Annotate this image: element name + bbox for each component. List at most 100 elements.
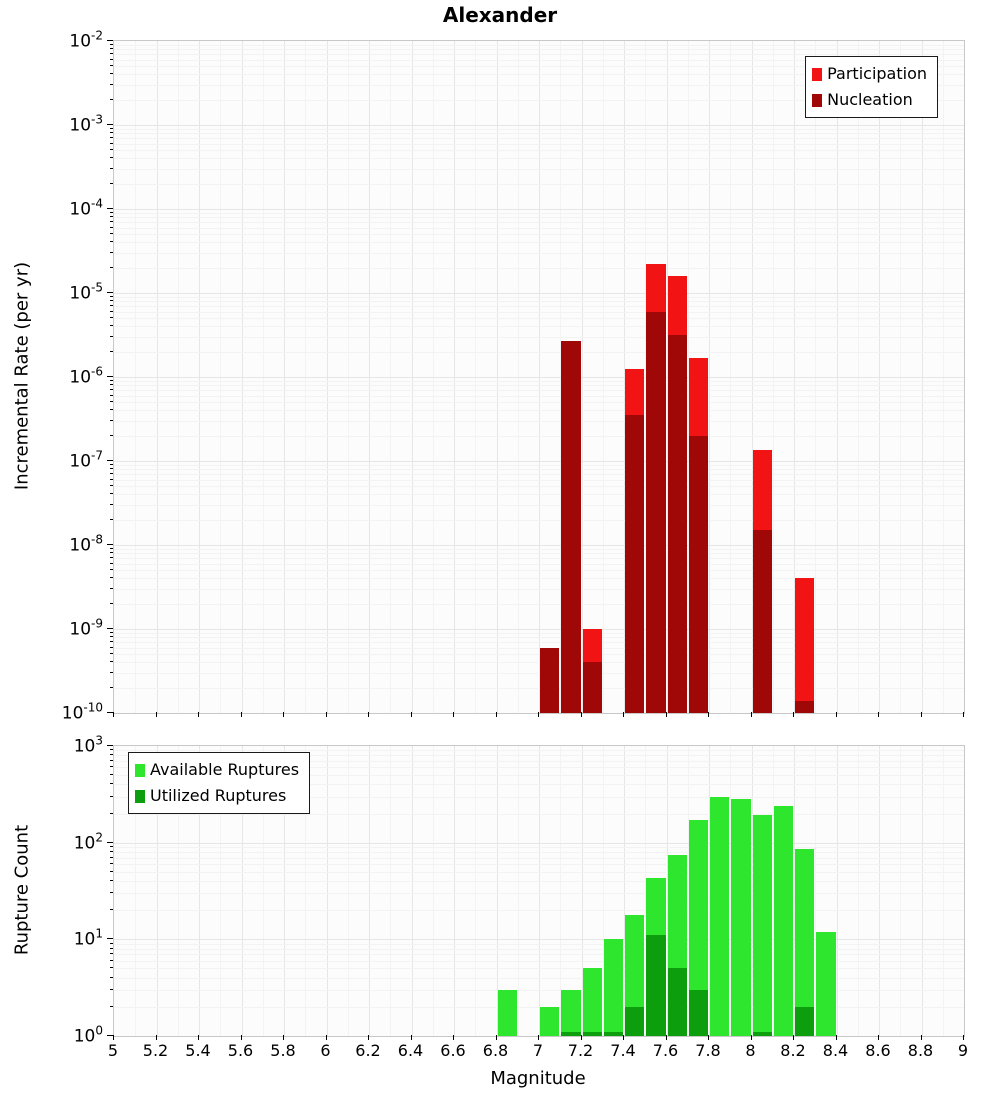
bar-utilized-ruptures [646, 935, 666, 1036]
y-tick-label: 10-4 [69, 196, 103, 220]
x-tick-label: 7.2 [567, 1041, 594, 1060]
x-tick-mark [623, 712, 624, 717]
gridline-vertical [305, 746, 307, 1036]
gridline-horizontal [114, 380, 964, 382]
gridline-horizontal [114, 857, 964, 859]
y-tick-label: 10-7 [69, 448, 103, 472]
y-minor-tick-mark [110, 759, 113, 761]
bar-available-ruptures [710, 796, 730, 1036]
gridline-horizontal [114, 464, 964, 466]
y-tick-mark [107, 124, 113, 125]
y-tick-mark [107, 40, 113, 41]
y-minor-tick-mark [110, 653, 113, 655]
x-tick-mark [750, 712, 752, 717]
bar-nucleation [561, 340, 581, 713]
gridline-vertical [475, 746, 477, 1036]
gridline-vertical [135, 746, 137, 1036]
gridline-horizontal [114, 545, 964, 546]
gridline-horizontal [114, 578, 964, 580]
y-minor-tick-mark [110, 892, 113, 894]
gridline-horizontal [114, 402, 964, 404]
y-minor-tick-mark [110, 795, 113, 797]
x-tick-mark [198, 1035, 199, 1040]
gridline-vertical [942, 746, 944, 1036]
y-minor-tick-mark [110, 216, 113, 218]
legend-row-participation: Participation [812, 61, 927, 87]
gridline-horizontal [114, 479, 964, 481]
x-tick-mark [155, 712, 157, 717]
gridline-horizontal [114, 84, 964, 86]
gridline-horizontal [114, 881, 964, 883]
x-tick-mark [368, 1035, 369, 1040]
y-minor-tick-mark [110, 419, 113, 421]
y-minor-tick-mark [110, 870, 113, 872]
y-minor-tick-mark [110, 226, 113, 228]
gridline-horizontal [114, 461, 964, 462]
gridline-horizontal [114, 775, 964, 777]
y-tick-mark [107, 745, 113, 746]
gridline-horizontal [114, 351, 964, 353]
y-minor-tick-mark [110, 1005, 113, 1007]
gridline-horizontal [114, 796, 964, 798]
gridline-horizontal [114, 296, 964, 298]
x-tick-mark [835, 712, 837, 717]
gridline-vertical [432, 746, 434, 1036]
bar-nucleation [540, 647, 560, 713]
y-minor-tick-mark [110, 569, 113, 571]
y-minor-tick-mark [110, 587, 113, 589]
x-tick-mark [368, 712, 369, 717]
y-minor-tick-mark [110, 754, 113, 756]
y-minor-tick-mark [110, 83, 113, 85]
gridline-vertical [411, 746, 413, 1036]
gridline-horizontal [114, 183, 964, 185]
gridline-horizontal [114, 750, 964, 752]
gridline-horizontal [114, 133, 964, 135]
y-minor-tick-mark [110, 636, 113, 638]
bar-available-ruptures [561, 989, 581, 1036]
x-tick-label: 8.6 [865, 1041, 891, 1060]
gridline-horizontal [114, 420, 964, 422]
y-minor-tick-mark [110, 65, 113, 67]
gridline-horizontal [114, 948, 964, 950]
y-minor-tick-mark [110, 182, 113, 184]
gridline-vertical [220, 746, 222, 1036]
y-minor-tick-mark [110, 266, 113, 268]
gridline-vertical [751, 746, 753, 1036]
gridline-horizontal [114, 395, 964, 397]
bar-utilized-ruptures [795, 1006, 815, 1036]
gridline-horizontal [114, 864, 964, 866]
gridline-horizontal [114, 871, 964, 873]
x-tick-mark [708, 1035, 709, 1040]
y-minor-tick-mark [110, 686, 113, 688]
x-tick-label: 5.4 [185, 1041, 211, 1060]
gridline-vertical [602, 746, 604, 1036]
y-minor-tick-mark [110, 379, 113, 381]
legend-label-nucleation: Nucleation [827, 90, 913, 109]
x-tick-label: 5.6 [227, 1041, 254, 1060]
bar-available-ruptures [625, 914, 645, 1036]
gridline-vertical [794, 746, 795, 1036]
x-tick-mark [623, 1035, 624, 1040]
bar-nucleation [795, 700, 815, 713]
y-minor-tick-mark [110, 577, 113, 579]
y-minor-tick-mark [110, 167, 113, 169]
x-tick-label: 5.8 [270, 1041, 296, 1060]
y-minor-tick-mark [110, 766, 113, 768]
gridline-horizontal [114, 954, 964, 956]
y-tick-label: 101 [73, 927, 103, 950]
bar-available-ruptures [816, 931, 836, 1036]
y-tick-mark [107, 460, 113, 461]
gridline-horizontal [114, 150, 964, 152]
gridline-horizontal [114, 910, 964, 912]
x-tick-label: 6 [320, 1041, 331, 1060]
gridline-horizontal [114, 588, 964, 590]
gridline-horizontal [114, 59, 964, 61]
gridline-horizontal [114, 662, 964, 664]
y-minor-tick-mark [110, 43, 113, 45]
x-tick-mark [538, 712, 539, 717]
gridline-vertical [369, 746, 370, 1036]
x-tick-mark [878, 712, 879, 717]
bar-utilized-ruptures [688, 989, 708, 1036]
y-minor-tick-mark [110, 335, 113, 337]
gridline-vertical [709, 746, 710, 1036]
